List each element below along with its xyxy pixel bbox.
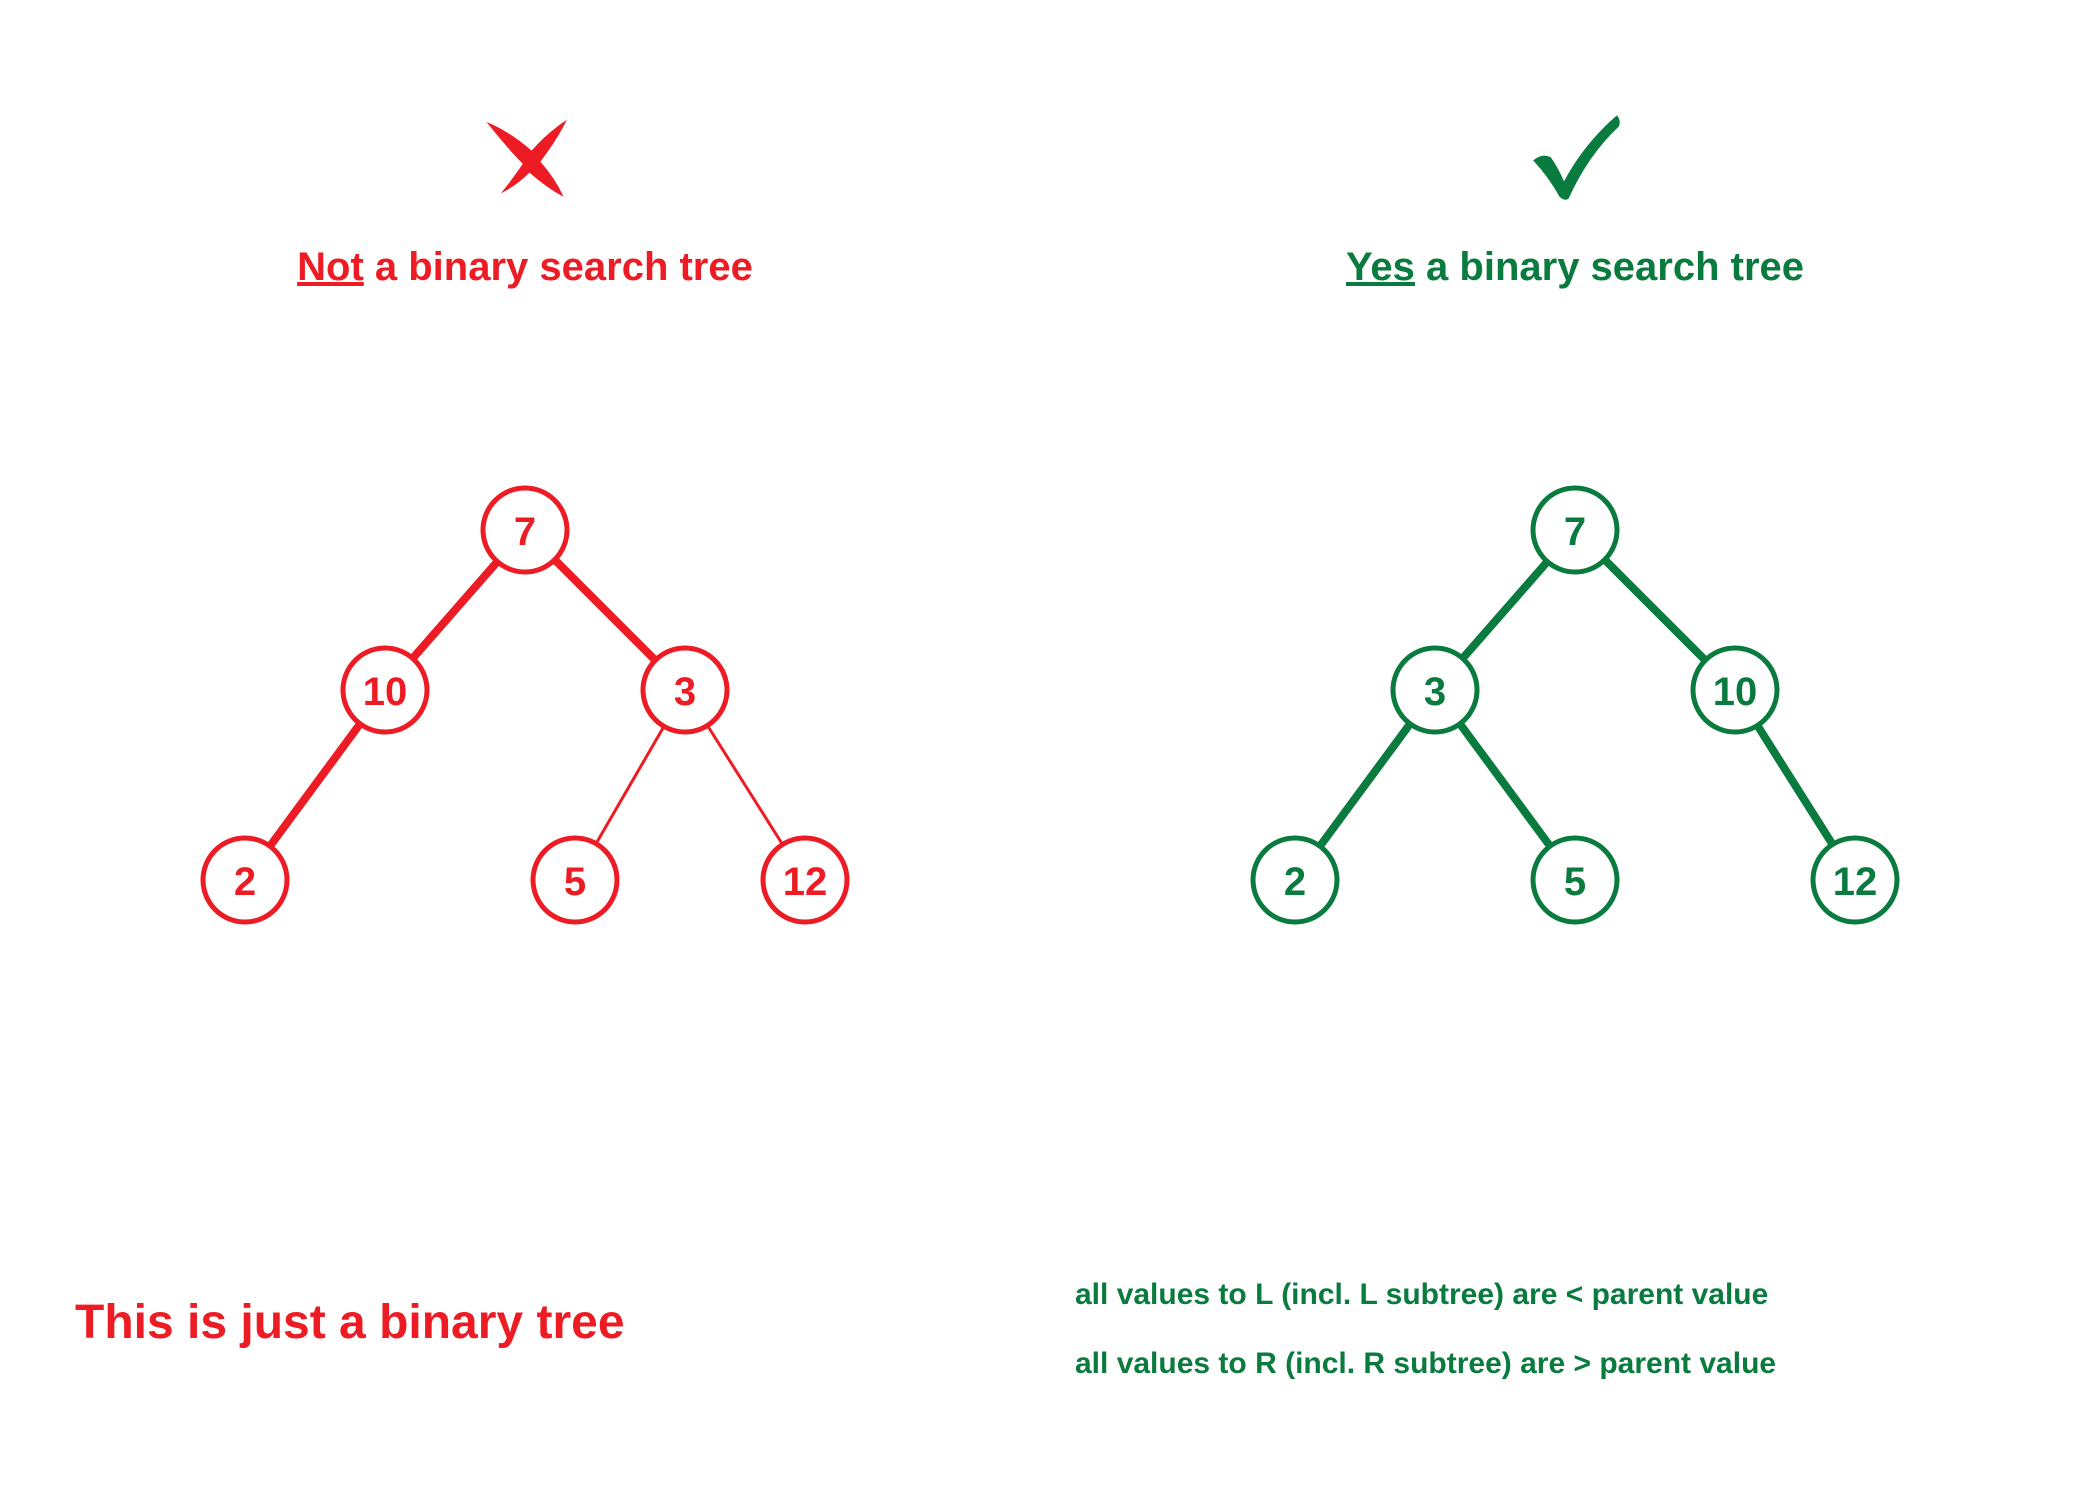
tree-edge bbox=[413, 562, 498, 659]
right-tree: 7 3 10 2 5 12 bbox=[1175, 480, 1975, 940]
check-icon bbox=[1520, 100, 1630, 210]
tree-node-label: 5 bbox=[1564, 860, 1586, 904]
right-footer-line1: all values to L (incl. L subtree) are < … bbox=[1075, 1260, 1776, 1329]
right-heading-lead: Yes bbox=[1346, 245, 1415, 289]
tree-node-label: 2 bbox=[234, 860, 256, 904]
left-heading-lead: Not bbox=[297, 245, 364, 289]
tree-node-label: 7 bbox=[514, 510, 536, 554]
tree-node-label: 10 bbox=[363, 670, 408, 714]
tree-edge bbox=[1320, 724, 1410, 846]
left-heading-rest: a binary search tree bbox=[364, 245, 753, 289]
right-heading: Yes a binary search tree bbox=[1346, 245, 1804, 290]
tree-node-label: 12 bbox=[783, 860, 828, 904]
left-tree: 7 10 3 2 5 12 bbox=[125, 480, 925, 940]
right-footer-line2: all values to R (incl. R subtree) are > … bbox=[1075, 1329, 1776, 1398]
tree-edge bbox=[1605, 560, 1706, 661]
tree-node-label: 10 bbox=[1713, 670, 1758, 714]
tree-edge bbox=[1757, 726, 1832, 845]
tree-node-label: 5 bbox=[564, 860, 586, 904]
tree-edge bbox=[707, 726, 782, 845]
tree-node-label: 12 bbox=[1833, 860, 1878, 904]
left-heading: Not a binary search tree bbox=[297, 245, 753, 290]
tree-edge bbox=[270, 724, 360, 846]
cross-icon bbox=[470, 100, 580, 210]
right-heading-rest: a binary search tree bbox=[1415, 245, 1804, 289]
tree-edge bbox=[555, 560, 656, 661]
left-panel: Not a binary search tree 7 10 3 2 5 12 This i… bbox=[0, 0, 1050, 1500]
tree-node-label: 3 bbox=[1424, 670, 1446, 714]
tree-edge bbox=[596, 726, 664, 843]
tree-node-label: 7 bbox=[1564, 510, 1586, 554]
tree-node-label: 3 bbox=[674, 670, 696, 714]
left-footer: This is just a binary tree bbox=[75, 1295, 625, 1350]
right-footer: all values to L (incl. L subtree) are < … bbox=[1075, 1260, 1776, 1398]
tree-edge bbox=[1463, 562, 1548, 659]
tree-node-label: 2 bbox=[1284, 860, 1306, 904]
tree-edge bbox=[1460, 724, 1550, 846]
